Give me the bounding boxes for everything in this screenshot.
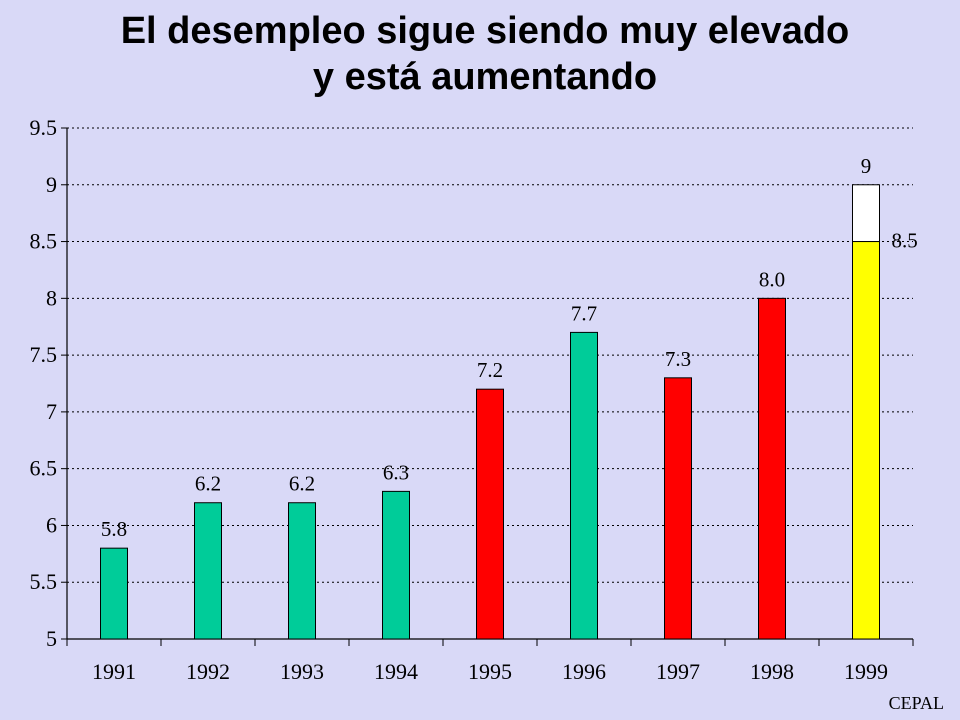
y-tick-label: 8.5	[30, 229, 58, 254]
x-tick-label: 1991	[92, 659, 136, 684]
bar	[476, 388, 504, 640]
data-label: 5.8	[101, 517, 127, 541]
x-tick-label: 1994	[374, 659, 418, 684]
x-tick-label: 1995	[468, 659, 512, 684]
bar	[570, 331, 598, 640]
data-label: 6.3	[383, 460, 409, 484]
x-tick-label: 1993	[280, 659, 324, 684]
data-label: 7.3	[665, 347, 691, 371]
y-tick-label: 6	[46, 512, 57, 537]
y-tick-label: 6.5	[30, 456, 58, 481]
bar	[664, 377, 692, 640]
y-tick-label: 9	[46, 172, 57, 197]
y-tick-label: 5	[46, 626, 57, 651]
y-tick-label: 8	[46, 285, 57, 310]
bar	[382, 490, 410, 640]
data-label: 7.7	[571, 301, 597, 325]
bar	[758, 297, 786, 640]
x-tick-label: 1999	[844, 659, 888, 684]
bar	[100, 547, 128, 640]
data-label: 7.2	[477, 358, 503, 382]
x-tick-label: 1996	[562, 659, 606, 684]
chart-title-line-1: El desempleo sigue siendo muy elevado	[120, 10, 850, 52]
y-tick-label: 7.5	[30, 342, 58, 367]
y-tick-label: 5.5	[30, 569, 58, 594]
data-label: 6.2	[289, 472, 315, 496]
y-tick-label: 7	[46, 399, 57, 424]
projection-bar-segment	[852, 184, 880, 243]
chart-title-line-2: y está aumentando	[312, 56, 658, 98]
bar	[852, 241, 880, 640]
bar	[194, 502, 222, 640]
x-tick-label: 1992	[186, 659, 230, 684]
projection-label: 9	[861, 154, 872, 178]
source-label: CEPAL	[888, 693, 944, 713]
bar	[288, 502, 316, 640]
data-label: 6.2	[195, 472, 221, 496]
y-tick-label: 9.5	[30, 115, 58, 140]
data-label: 8.5	[892, 229, 918, 253]
chart-title: El desempleo sigue siendo muy elevado y …	[0, 8, 960, 100]
x-tick-label: 1998	[750, 659, 794, 684]
x-tick-label: 1997	[656, 659, 700, 684]
data-label: 8.0	[759, 267, 785, 291]
